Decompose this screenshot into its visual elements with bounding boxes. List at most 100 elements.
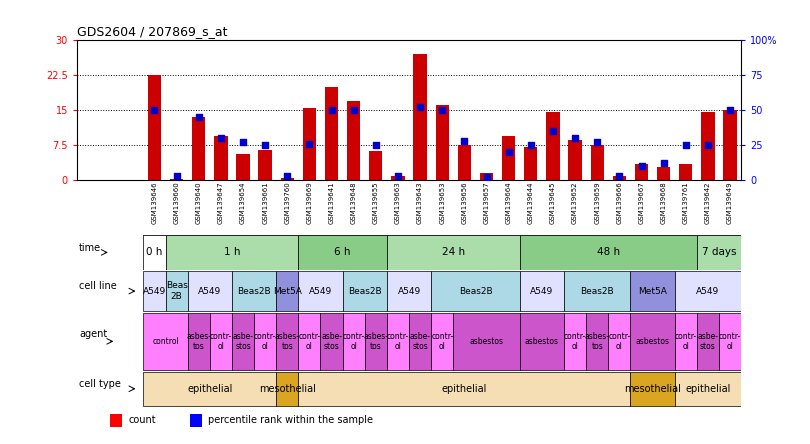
Point bbox=[723, 107, 736, 114]
Point bbox=[281, 172, 294, 179]
Bar bbox=[347, 235, 495, 270]
Bar bbox=[101, 235, 249, 270]
Bar bbox=[321, 313, 343, 370]
Bar bbox=[237, 155, 249, 180]
Point bbox=[170, 172, 183, 179]
Bar bbox=[280, 178, 294, 180]
Text: GSM139647: GSM139647 bbox=[218, 182, 224, 224]
Bar bbox=[258, 150, 272, 180]
Bar bbox=[675, 372, 741, 406]
Bar bbox=[343, 271, 387, 311]
Bar bbox=[520, 313, 564, 370]
Text: 7 days: 7 days bbox=[701, 247, 736, 258]
Bar bbox=[569, 140, 582, 180]
Point bbox=[325, 107, 338, 114]
Bar bbox=[170, 178, 183, 180]
Bar bbox=[409, 313, 431, 370]
Point bbox=[480, 174, 493, 181]
Text: GSM139646: GSM139646 bbox=[151, 182, 157, 224]
Bar bbox=[325, 87, 339, 180]
Text: mesothelial: mesothelial bbox=[259, 384, 316, 394]
Text: contr-
ol: contr- ol bbox=[431, 332, 454, 351]
Bar bbox=[276, 313, 298, 370]
Text: agent: agent bbox=[79, 329, 108, 339]
Text: asbes-
tos: asbes- tos bbox=[275, 332, 300, 351]
Bar bbox=[564, 271, 630, 311]
Text: asbe-
stos: asbe- stos bbox=[410, 332, 431, 351]
Point bbox=[148, 107, 161, 114]
Point bbox=[502, 148, 515, 155]
Bar bbox=[232, 271, 276, 311]
Bar bbox=[165, 271, 188, 311]
Bar bbox=[347, 101, 360, 180]
Text: GSM139661: GSM139661 bbox=[262, 182, 268, 224]
Text: 7 days: 7 days bbox=[699, 247, 734, 258]
Text: 24 h: 24 h bbox=[410, 247, 433, 258]
Bar bbox=[635, 164, 648, 180]
Bar bbox=[564, 313, 586, 370]
Bar bbox=[590, 145, 604, 180]
Text: cell type: cell type bbox=[79, 380, 121, 389]
Bar bbox=[298, 372, 630, 406]
Text: 48 h: 48 h bbox=[597, 247, 620, 258]
Text: GSM139668: GSM139668 bbox=[661, 182, 667, 224]
Text: contr-
ol: contr- ol bbox=[387, 332, 409, 351]
Point bbox=[701, 142, 714, 149]
Point bbox=[436, 107, 449, 114]
Bar bbox=[303, 107, 316, 180]
Text: asbe-
stos: asbe- stos bbox=[232, 332, 254, 351]
Text: GSM139657: GSM139657 bbox=[484, 182, 489, 224]
Text: A549: A549 bbox=[697, 286, 719, 296]
Text: A549: A549 bbox=[198, 286, 221, 296]
Point bbox=[258, 142, 271, 149]
Bar bbox=[364, 313, 387, 370]
Text: Met5A: Met5A bbox=[273, 286, 301, 296]
Point bbox=[458, 137, 471, 144]
Bar bbox=[524, 147, 538, 180]
Bar bbox=[546, 112, 560, 180]
Point bbox=[303, 140, 316, 147]
Bar bbox=[630, 372, 675, 406]
Bar bbox=[369, 151, 382, 180]
Text: contr-
ol: contr- ol bbox=[719, 332, 741, 351]
Bar bbox=[675, 313, 697, 370]
Text: 48 h: 48 h bbox=[582, 247, 605, 258]
Bar bbox=[657, 167, 671, 180]
Bar bbox=[276, 372, 298, 406]
Text: 1 h: 1 h bbox=[224, 247, 241, 258]
Text: GSM139760: GSM139760 bbox=[284, 182, 290, 224]
Point bbox=[680, 142, 693, 149]
Bar bbox=[612, 176, 626, 180]
Bar bbox=[387, 271, 431, 311]
Text: contr-
ol: contr- ol bbox=[298, 332, 321, 351]
Text: 1 h: 1 h bbox=[167, 247, 184, 258]
Bar bbox=[675, 271, 741, 311]
Point bbox=[391, 172, 404, 179]
Text: GSM139663: GSM139663 bbox=[395, 182, 401, 224]
Bar bbox=[232, 313, 254, 370]
Text: asbes-
tos: asbes- tos bbox=[364, 332, 388, 351]
Bar bbox=[214, 136, 228, 180]
Bar bbox=[276, 271, 298, 311]
Bar bbox=[697, 235, 741, 270]
Bar bbox=[343, 313, 364, 370]
Bar bbox=[495, 235, 692, 270]
Bar bbox=[143, 313, 188, 370]
Text: GSM139653: GSM139653 bbox=[439, 182, 446, 224]
Bar bbox=[480, 173, 493, 180]
Bar bbox=[502, 136, 515, 180]
Text: GSM139654: GSM139654 bbox=[240, 182, 246, 224]
Text: cell line: cell line bbox=[79, 281, 117, 291]
Text: Met5A: Met5A bbox=[638, 286, 667, 296]
Text: asbestos: asbestos bbox=[470, 337, 504, 346]
Text: GSM139642: GSM139642 bbox=[705, 182, 711, 224]
Text: GSM139655: GSM139655 bbox=[373, 182, 379, 224]
Text: GSM139664: GSM139664 bbox=[505, 182, 512, 224]
Text: asbe-
stos: asbe- stos bbox=[697, 332, 718, 351]
Point bbox=[347, 107, 360, 114]
Bar bbox=[190, 414, 202, 427]
Text: GSM139652: GSM139652 bbox=[572, 182, 578, 224]
Text: GSM139645: GSM139645 bbox=[550, 182, 556, 224]
Bar bbox=[630, 313, 675, 370]
Bar bbox=[143, 235, 165, 270]
